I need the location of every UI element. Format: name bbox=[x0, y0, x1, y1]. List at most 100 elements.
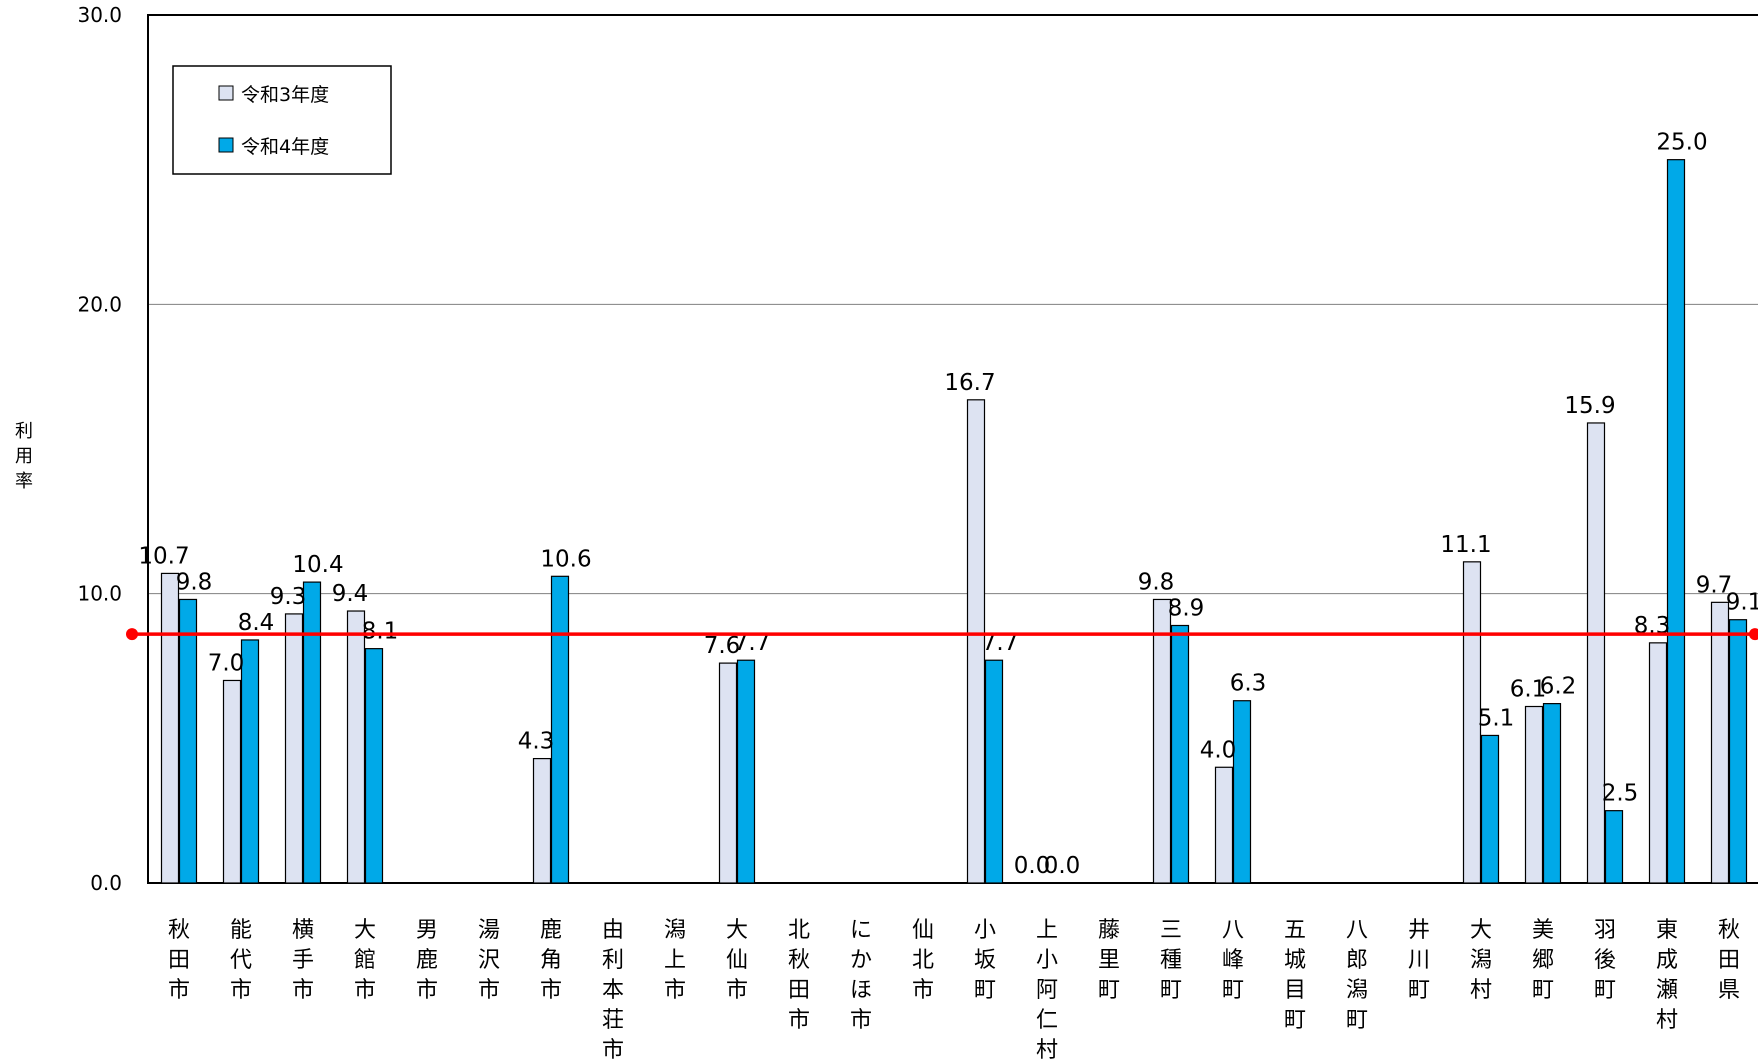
bar-r4 bbox=[1170, 624, 1190, 884]
category-label-char: 小 bbox=[974, 918, 996, 943]
category-label-char: 市 bbox=[292, 978, 314, 1003]
category-label-char: 潟 bbox=[664, 918, 686, 943]
category-label-char: 井 bbox=[1408, 918, 1430, 943]
category-label-char: 仙 bbox=[726, 948, 748, 973]
category-label-char: 村 bbox=[1036, 1038, 1058, 1060]
category-label-char: 大 bbox=[1470, 918, 1492, 943]
category-label-char: 代 bbox=[230, 948, 252, 973]
bar-r4 bbox=[736, 659, 756, 884]
y-axis-label-char: 率 bbox=[15, 471, 33, 492]
category-label-char: 市 bbox=[664, 978, 686, 1003]
category-labels: 秋田市能代市横手市大館市男鹿市湯沢市鹿角市由利本荘市潟上市大仙市北秋田市にかほ市… bbox=[168, 918, 1740, 1060]
data-label: 7.0 bbox=[208, 650, 245, 676]
category-label-char: 市 bbox=[354, 978, 376, 1003]
category-label-char: 上 bbox=[1036, 918, 1058, 943]
reference-marker bbox=[126, 628, 138, 641]
y-tick-label: 30.0 bbox=[77, 3, 122, 27]
data-label: 4.0 bbox=[1200, 737, 1237, 763]
data-label: 2.5 bbox=[1602, 781, 1639, 807]
bar-r4 bbox=[984, 659, 1004, 884]
category-label-char: 目 bbox=[1284, 978, 1306, 1003]
category-label-char: 市 bbox=[726, 978, 748, 1003]
bar-r4 bbox=[302, 581, 322, 884]
category-label-char: 角 bbox=[540, 948, 562, 973]
category-label-char: 潟 bbox=[1470, 948, 1492, 973]
category-label-char: 男 bbox=[416, 918, 438, 943]
category-label-char: 八 bbox=[1222, 918, 1244, 943]
legend: 令和3年度 令和4年度 bbox=[172, 65, 392, 175]
bar-r3 bbox=[718, 662, 738, 884]
category-label-char: 東 bbox=[1656, 918, 1678, 943]
reference-marker bbox=[1749, 628, 1758, 641]
category-label-char: 市 bbox=[168, 978, 190, 1003]
category-label-char: 三 bbox=[1160, 918, 1182, 943]
category-label-char: 町 bbox=[1284, 1008, 1306, 1033]
category-label-char: 能 bbox=[230, 918, 252, 943]
category-label-char: 郷 bbox=[1532, 948, 1554, 973]
y-axis-label: 利用率 bbox=[15, 421, 33, 492]
y-tick-labels: 0.0 10.0 20.0 30.0 bbox=[77, 3, 122, 895]
bar-r4 bbox=[240, 639, 260, 884]
bar-r4 bbox=[1666, 159, 1686, 884]
category-label-char: 市 bbox=[850, 1008, 872, 1033]
bar-r3 bbox=[1152, 598, 1172, 884]
reference-line bbox=[126, 628, 1758, 641]
data-label: 10.4 bbox=[292, 552, 343, 578]
category-label-char: 羽 bbox=[1594, 918, 1616, 943]
data-label: 9.8 bbox=[176, 569, 213, 595]
category-label-char: 郎 bbox=[1346, 948, 1368, 973]
data-label: 25.0 bbox=[1656, 130, 1707, 156]
data-label: 9.4 bbox=[332, 581, 369, 607]
category-label-char: 秋 bbox=[788, 948, 810, 973]
category-label-char: 市 bbox=[912, 978, 934, 1003]
category-label-char: 大 bbox=[354, 918, 376, 943]
category-label-char: 横 bbox=[292, 918, 314, 943]
y-tick-label: 0.0 bbox=[90, 871, 122, 895]
data-label: 10.7 bbox=[138, 543, 189, 569]
category-label-char: 館 bbox=[354, 948, 376, 973]
bar-r4 bbox=[1480, 734, 1500, 884]
data-label: 8.9 bbox=[1168, 595, 1205, 621]
bar-r3 bbox=[532, 757, 552, 884]
category-label-char: 里 bbox=[1098, 948, 1120, 973]
bar-r3 bbox=[1648, 642, 1668, 884]
data-label: 16.7 bbox=[944, 370, 995, 396]
legend-swatch-0 bbox=[218, 85, 234, 101]
category-label-char: 町 bbox=[1160, 978, 1182, 1003]
category-label-char: 市 bbox=[230, 978, 252, 1003]
category-label-char: 北 bbox=[788, 918, 810, 943]
data-label: 5.1 bbox=[1478, 705, 1515, 731]
category-label-char: 秋 bbox=[168, 918, 190, 943]
category-label-char: か bbox=[850, 948, 872, 973]
category-label-char: 仙 bbox=[912, 918, 934, 943]
category-label-char: 上 bbox=[664, 948, 686, 973]
category-label-char: 町 bbox=[1098, 978, 1120, 1003]
category-label-char: 美 bbox=[1532, 918, 1554, 943]
data-label: 6.3 bbox=[1230, 671, 1267, 697]
legend-swatch-1 bbox=[218, 137, 234, 153]
category-label-char: 田 bbox=[1718, 948, 1740, 973]
bar-r3 bbox=[1524, 705, 1544, 884]
category-label-char: 手 bbox=[292, 948, 314, 973]
bar-r4 bbox=[178, 598, 198, 884]
bar-r4 bbox=[364, 648, 384, 884]
data-label: 6.2 bbox=[1540, 674, 1577, 700]
category-label-char: 峰 bbox=[1222, 948, 1244, 973]
category-label-char: 成 bbox=[1656, 948, 1678, 973]
category-label-char: 坂 bbox=[974, 948, 996, 973]
data-label: 7.6 bbox=[704, 633, 741, 659]
category-label-char: 種 bbox=[1160, 948, 1182, 973]
category-label-char: 田 bbox=[168, 948, 190, 973]
category-label-char: 県 bbox=[1718, 978, 1740, 1003]
gridlines bbox=[148, 303, 1758, 595]
data-label: 9.7 bbox=[1696, 572, 1733, 598]
data-label: 6.1 bbox=[1510, 677, 1547, 703]
legend-label-1: 令和4年度 bbox=[241, 136, 329, 158]
data-label: 11.1 bbox=[1440, 532, 1491, 558]
data-label: 10.6 bbox=[540, 546, 591, 572]
category-label-char: 市 bbox=[416, 978, 438, 1003]
category-label-char: 五 bbox=[1284, 918, 1306, 943]
category-label-char: 秋 bbox=[1718, 918, 1740, 943]
data-label: 8.1 bbox=[362, 619, 399, 645]
